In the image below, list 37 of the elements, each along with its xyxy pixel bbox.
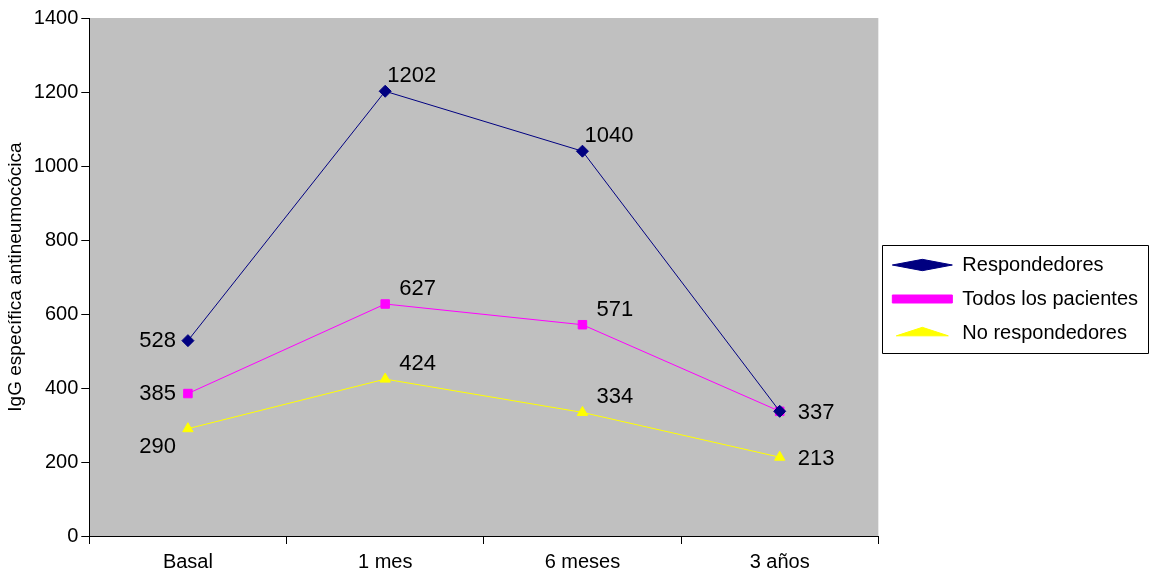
point: [182, 422, 194, 433]
point: [183, 388, 193, 399]
x-tick-label: Basal: [162, 549, 213, 572]
point: [575, 144, 589, 158]
y-tick-label: 1000: [33, 153, 79, 176]
point: [380, 299, 390, 309]
point: [378, 84, 392, 98]
x-tick-label: 3 años: [749, 549, 810, 572]
legend-label: No respondedores: [962, 320, 1127, 343]
data-label: 424: [399, 350, 436, 376]
data-label: 528: [139, 326, 176, 352]
data-label: 1202: [387, 62, 437, 88]
y-tick-label: 0: [67, 523, 79, 546]
point: [181, 334, 195, 348]
legend-label: Respondedores: [962, 252, 1104, 275]
x-tick-label: 1 mes: [357, 549, 413, 572]
y-axis-title: IgG específica antineumocócica: [3, 141, 25, 412]
y-tick-label: 1400: [33, 5, 79, 28]
x-tick-label: 6 meses: [544, 549, 621, 572]
y-tick-label: 600: [44, 301, 79, 324]
data-label: 627: [399, 275, 436, 301]
data-label: 334: [596, 383, 634, 409]
data-label: 213: [797, 445, 835, 471]
data-label: 385: [139, 379, 176, 405]
y-tick-label: 200: [44, 449, 79, 472]
point: [576, 405, 589, 416]
data-label: 337: [797, 399, 835, 425]
point: [379, 372, 391, 383]
y-tick-label: 800: [44, 227, 79, 250]
legend-label: Todos los pacientes: [962, 286, 1139, 309]
point: [577, 319, 588, 330]
y-tick-label: 1200: [33, 79, 79, 102]
point: [774, 450, 786, 461]
data-label: 1040: [584, 122, 634, 148]
y-tick-label: 400: [44, 375, 79, 398]
data-label: 571: [596, 295, 634, 321]
data-label: 290: [139, 432, 176, 458]
